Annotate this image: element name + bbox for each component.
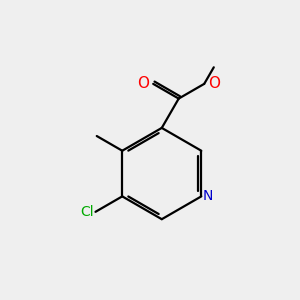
Text: N: N — [202, 189, 213, 203]
Text: O: O — [137, 76, 149, 92]
Text: Cl: Cl — [80, 205, 94, 219]
Text: O: O — [208, 76, 220, 92]
